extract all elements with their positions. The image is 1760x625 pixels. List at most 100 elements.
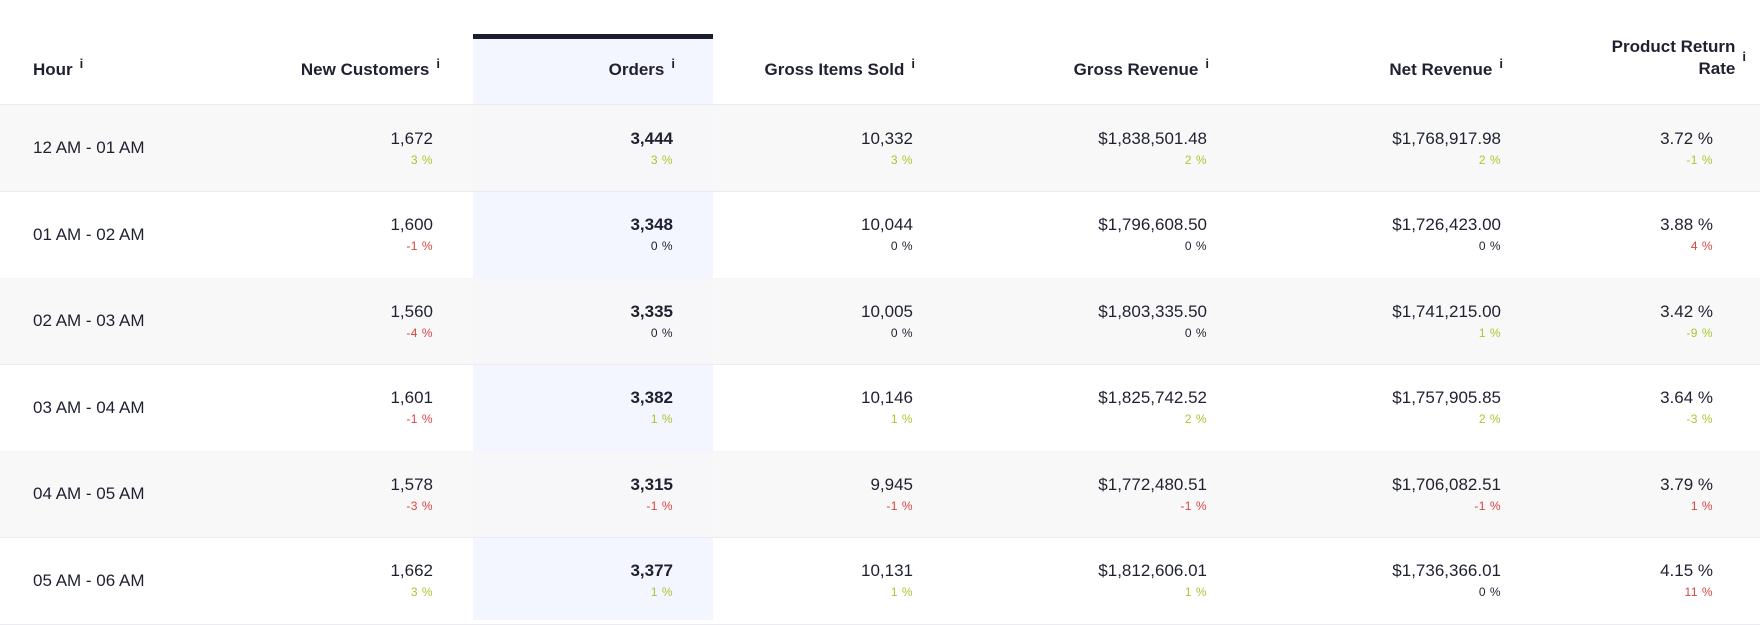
cell-value: 10,332: [861, 128, 913, 148]
cell-value: 3.42 %: [1660, 301, 1713, 321]
table-row[interactable]: 05 AM - 06 AM 1,662 3 % 3,377 1 % 10,131 1 % $1…: [0, 538, 1760, 625]
cell-gross-items-sold: 10,131 1 %: [861, 538, 913, 624]
cell-delta: 1 %: [1478, 325, 1501, 340]
cell-value: 1,578: [390, 474, 433, 494]
cell-hour: 01 AM - 02 AM: [33, 224, 145, 244]
cell-delta: 0 %: [890, 325, 913, 340]
cell-value: 3.72 %: [1660, 128, 1713, 148]
cell-value: 10,131: [861, 561, 913, 580]
cell-delta: 2 %: [1478, 412, 1501, 426]
cell-orders: 3,382 1 %: [630, 365, 673, 451]
cell-gross-revenue: $1,796,608.50 0 %: [1098, 192, 1207, 278]
cell-delta: 0 %: [890, 239, 913, 253]
table-row[interactable]: 04 AM - 05 AM 1,578 -3 % 3,315 -1 % 9,945 -1 %…: [0, 451, 1760, 538]
cell-net-revenue: $1,706,082.51 -1 %: [1392, 451, 1501, 537]
info-icon[interactable]: i: [1742, 49, 1746, 64]
cell-hour: 04 AM - 05 AM: [33, 484, 145, 503]
cell-delta: -1 %: [1180, 498, 1207, 513]
cell-delta: 1 %: [650, 412, 673, 426]
cell-gross-revenue: $1,838,501.48 2 %: [1098, 105, 1207, 191]
cell-new-customers: 1,662 3 %: [390, 538, 433, 624]
cell-orders: 3,348 0 %: [630, 192, 673, 278]
column-header-label: Net Revenue: [1389, 60, 1493, 79]
cell-product-return-rate: 3.42 % -9 %: [1660, 278, 1713, 364]
table-row[interactable]: 03 AM - 04 AM 1,601 -1 % 3,382 1 % 10,146 1 % $…: [0, 365, 1760, 452]
table-row[interactable]: 02 AM - 03 AM 1,560 -4 % 3,335 0 % 10,005 0 % $…: [0, 278, 1760, 365]
cell-value: $1,726,423.00: [1392, 215, 1501, 234]
cell-value: $1,741,215.00: [1392, 301, 1501, 321]
cell-value: $1,706,082.51: [1392, 474, 1501, 494]
cell-delta: -1 %: [406, 239, 433, 253]
column-header-hour[interactable]: Hour i: [33, 0, 83, 104]
cell-value: 3.64 %: [1660, 388, 1713, 407]
cell-new-customers: 1,560 -4 %: [390, 278, 433, 364]
cell-delta: 1 %: [1690, 498, 1713, 513]
column-header-label: Hour: [33, 60, 73, 79]
cell-product-return-rate: 3.79 % 1 %: [1660, 451, 1713, 537]
cell-orders: 3,335 0 %: [630, 278, 673, 364]
cell-net-revenue: $1,757,905.85 2 %: [1392, 365, 1501, 451]
cell-delta: 3 %: [410, 152, 433, 167]
table-row[interactable]: 01 AM - 02 AM 1,600 -1 % 3,348 0 % 10,044 0 % $…: [0, 192, 1760, 279]
cell-delta: 1 %: [890, 585, 913, 599]
cell-product-return-rate: 3.64 % -3 %: [1660, 365, 1713, 451]
cell-orders: 3,315 -1 %: [630, 451, 673, 537]
cell-value: 3,348: [630, 215, 673, 234]
column-header-label: Gross Items Sold: [764, 60, 905, 79]
cell-delta: 4 %: [1690, 239, 1713, 253]
column-header-label: Gross Revenue: [1073, 60, 1199, 79]
cell-net-revenue: $1,741,215.00 1 %: [1392, 278, 1501, 364]
column-header-label: New Customers: [300, 60, 430, 79]
cell-gross-items-sold: 10,044 0 %: [861, 192, 913, 278]
column-header-new-customers[interactable]: New Customers i: [180, 0, 440, 104]
cell-delta: 1 %: [1184, 585, 1207, 599]
info-icon[interactable]: i: [1499, 56, 1503, 71]
column-header-orders[interactable]: Orders i: [473, 0, 675, 104]
cell-delta: 0 %: [650, 325, 673, 340]
cell-value: 3,315: [630, 474, 673, 494]
cell-orders: 3,444 3 %: [630, 105, 673, 191]
cell-value: $1,772,480.51: [1098, 474, 1207, 494]
cell-delta: 3 %: [650, 152, 673, 167]
cell-value: $1,796,608.50: [1098, 215, 1207, 234]
cell-delta: -1 %: [646, 498, 673, 513]
cell-new-customers: 1,600 -1 %: [390, 192, 433, 278]
column-header-label: Product Return Rate: [1611, 37, 1736, 78]
info-icon[interactable]: i: [671, 56, 675, 71]
cell-value: 1,662: [390, 561, 433, 580]
cell-gross-items-sold: 10,146 1 %: [861, 365, 913, 451]
table-row[interactable]: 12 AM - 01 AM 1,672 3 % 3,444 3 % 10,332 3 % $1…: [0, 105, 1760, 192]
cell-value: 10,044: [861, 215, 913, 234]
cell-value: $1,768,917.98: [1392, 128, 1501, 148]
cell-new-customers: 1,601 -1 %: [390, 365, 433, 451]
cell-delta: 0 %: [1478, 239, 1501, 253]
cell-gross-revenue: $1,803,335.50 0 %: [1098, 278, 1207, 364]
cell-delta: -4 %: [406, 325, 433, 340]
cell-new-customers: 1,672 3 %: [390, 105, 433, 191]
column-header-label: Orders: [608, 60, 665, 79]
cell-value: 3,377: [630, 561, 673, 580]
column-header-product-return-rate[interactable]: Product Return Rate i: [1560, 0, 1746, 104]
cell-delta: 11 %: [1684, 585, 1713, 599]
info-icon[interactable]: i: [911, 56, 915, 71]
column-header-gross-revenue[interactable]: Gross Revenue i: [960, 0, 1209, 104]
cell-hour: 03 AM - 04 AM: [33, 397, 145, 417]
cell-delta: 0 %: [1478, 585, 1501, 599]
cell-value: 10,146: [861, 388, 913, 407]
cell-value: 3,382: [630, 388, 673, 407]
cell-delta: 2 %: [1184, 412, 1207, 426]
cell-gross-items-sold: 10,332 3 %: [861, 105, 913, 191]
cell-value: 9,945: [870, 474, 913, 494]
cell-gross-revenue: $1,825,742.52 2 %: [1098, 365, 1207, 451]
info-icon[interactable]: i: [79, 56, 84, 71]
info-icon[interactable]: i: [1205, 56, 1209, 71]
info-icon[interactable]: i: [436, 56, 440, 71]
cell-value: $1,812,606.01: [1098, 561, 1207, 580]
cell-delta: -9 %: [1686, 325, 1713, 340]
cell-delta: -3 %: [406, 498, 433, 513]
column-header-net-revenue[interactable]: Net Revenue i: [1250, 0, 1503, 104]
cell-new-customers: 1,578 -3 %: [390, 451, 433, 537]
cell-delta: 0 %: [1184, 325, 1207, 340]
column-header-gross-items-sold[interactable]: Gross Items Sold i: [713, 0, 915, 104]
cell-value: $1,825,742.52: [1098, 388, 1207, 407]
